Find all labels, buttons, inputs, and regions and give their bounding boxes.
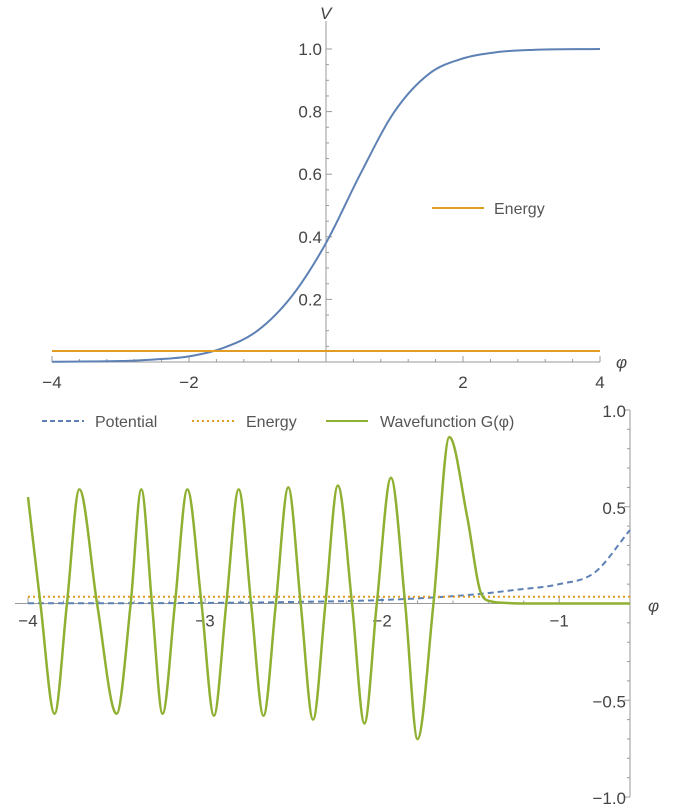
x-tick-label: −4	[18, 612, 37, 631]
y-tick-label: 0.4	[298, 228, 322, 247]
y-tick-label: 1.0	[298, 40, 322, 59]
y-ticks: −1.0 −0.5 0.5 1.0	[592, 402, 626, 808]
y-tick-label: 0.5	[602, 499, 626, 518]
x-axis-label: φ	[616, 353, 627, 372]
wavefunction-curve	[26, 435, 630, 741]
potential-curve	[51, 48, 601, 363]
x-tick-label: 4	[595, 373, 604, 392]
potential-chart: −4 −2 2 4 0.2 0.4 0.6 0.8 1.0 φ V Energy	[42, 4, 627, 392]
legend-label-energy: Energy	[246, 414, 297, 431]
x-tick-label: −4	[42, 373, 61, 392]
x-ticks: −4 −3 −2 −1	[18, 612, 569, 631]
x-tick-label: 2	[458, 373, 467, 392]
y-tick-label: 0.2	[298, 290, 322, 309]
y-tick-label: 0.8	[298, 103, 322, 122]
x-tick-label: −2	[179, 373, 198, 392]
minor-ticks	[27, 409, 630, 798]
legend-label-wavefunction: Wavefunction G(φ)	[380, 414, 514, 431]
legend: Energy	[432, 201, 545, 218]
x-axis-label: φ	[648, 597, 659, 616]
legend-label-potential: Potential	[95, 414, 157, 431]
wavefunction-chart: −4 −3 −2 −1 −1.0 −0.5 0.5 1.0 φ Potential Ener…	[15, 402, 659, 808]
series-group	[51, 48, 601, 363]
x-tick-label: −1	[549, 612, 568, 631]
x-ticks: −4 −2 2 4	[42, 373, 604, 392]
y-ticks: 0.2 0.4 0.6 0.8 1.0	[298, 40, 322, 309]
y-tick-label: −0.5	[592, 692, 626, 711]
y-axis-label: V	[320, 4, 333, 23]
x-tick-label: −3	[195, 612, 214, 631]
legend-label-energy: Energy	[494, 201, 545, 218]
y-tick-label: 0.6	[298, 165, 322, 184]
x-tick-label: −2	[372, 612, 391, 631]
legend: Potential Energy Wavefunction G(φ)	[42, 414, 514, 431]
series-group	[26, 435, 631, 741]
y-tick-label: −1.0	[592, 789, 626, 808]
y-tick-label: 1.0	[602, 402, 626, 421]
